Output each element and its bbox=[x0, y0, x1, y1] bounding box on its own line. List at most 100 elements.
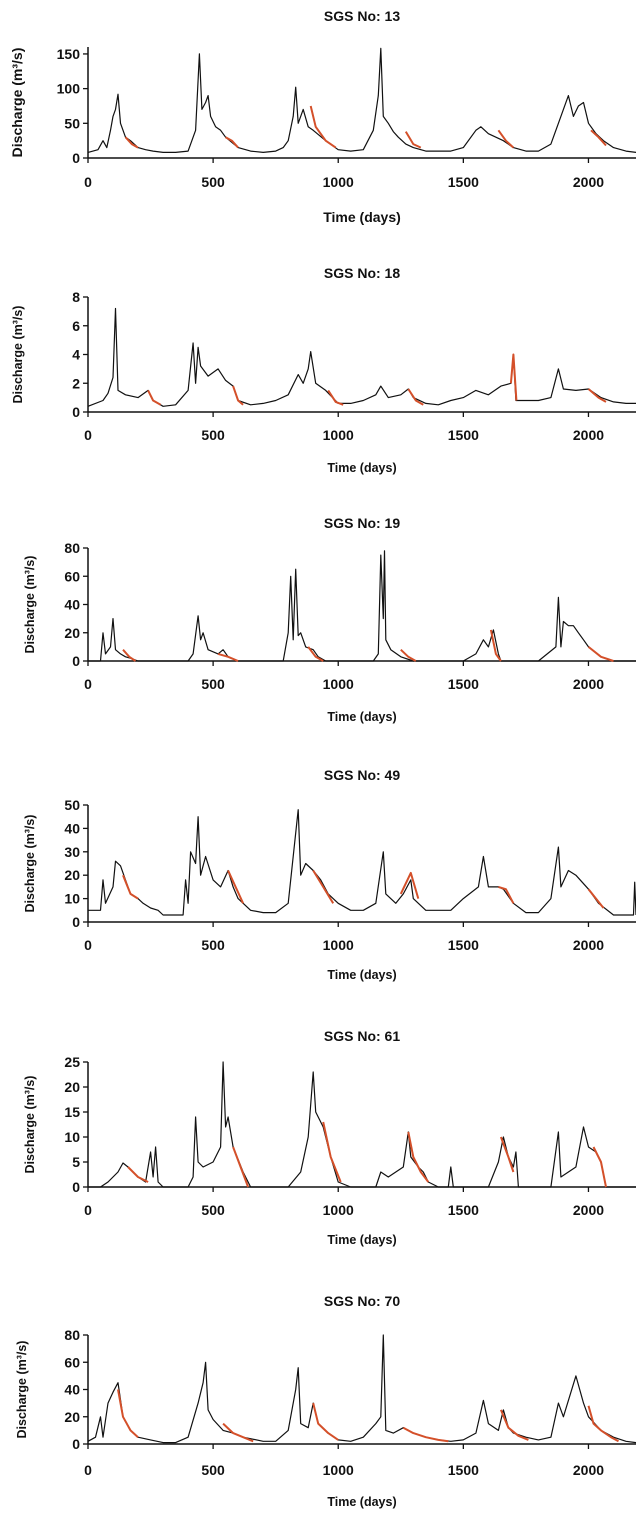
x-tick-label: 0 bbox=[84, 937, 92, 953]
observed-discharge-line bbox=[88, 1061, 636, 1188]
highlighted-recession-segment bbox=[227, 870, 245, 904]
highlighted-recession-segment bbox=[499, 1136, 515, 1173]
highlighted-recession-segment bbox=[147, 389, 162, 406]
x-tick-label: 2000 bbox=[573, 427, 604, 443]
x-tick-label: 1500 bbox=[448, 937, 479, 953]
highlighted-recession-segment bbox=[407, 1131, 430, 1183]
highlighted-recession-segment bbox=[399, 871, 420, 899]
y-tick-label: 10 bbox=[64, 891, 80, 907]
y-tick-label: 40 bbox=[64, 597, 80, 613]
highlighted-recession-segment bbox=[232, 385, 244, 406]
highlighted-recession-segment bbox=[400, 648, 417, 662]
y-tick-label: 6 bbox=[72, 318, 80, 334]
y-tick-label: 40 bbox=[64, 820, 80, 836]
x-tick-label: 500 bbox=[201, 427, 225, 443]
x-tick-label: 0 bbox=[84, 676, 92, 692]
highlighted-recession-segment bbox=[117, 1389, 139, 1438]
x-axis-label: Time (days) bbox=[327, 710, 396, 724]
highlighted-recession-segment bbox=[232, 1146, 250, 1188]
x-tick-label: 2000 bbox=[573, 937, 604, 953]
chart-5: SGS No: 61 0 5 10 15 20 25 0 500 1000 1500 2000 Time… bbox=[23, 1028, 636, 1247]
highlighted-recession-segment bbox=[225, 136, 239, 149]
y-tick-label: 40 bbox=[64, 1382, 80, 1398]
y-tick-label: 20 bbox=[64, 867, 80, 883]
y-tick-label: 5 bbox=[72, 1154, 80, 1170]
highlighted-recession-segment bbox=[124, 136, 139, 149]
y-tick-label: 2 bbox=[72, 375, 80, 391]
x-tick-label: 500 bbox=[201, 1462, 225, 1478]
observed-discharge-line bbox=[88, 809, 636, 916]
y-axis-label: Discharge (m³/s) bbox=[23, 556, 37, 654]
y-tick-label: 15 bbox=[64, 1104, 80, 1120]
chart-6: SGS No: 70 0 20 40 60 80 0 500 1000 1500 2000 Time … bbox=[15, 1293, 636, 1509]
highlighted-recession-segment bbox=[312, 1402, 339, 1441]
x-tick-label: 2000 bbox=[573, 676, 604, 692]
x-tick-label: 1000 bbox=[323, 1462, 354, 1478]
y-tick-label: 50 bbox=[64, 797, 80, 813]
chart-title: SGS No: 61 bbox=[324, 1028, 400, 1044]
y-tick-label: 0 bbox=[72, 914, 80, 930]
highlighted-recession-segment bbox=[322, 1121, 342, 1183]
highlighted-recession-segment bbox=[217, 652, 239, 662]
observed-discharge-line bbox=[87, 47, 636, 153]
highlighted-recession-segment bbox=[590, 129, 607, 147]
x-tick-label: 500 bbox=[201, 174, 225, 190]
y-tick-label: 100 bbox=[57, 81, 81, 97]
x-axis-label: Time (days) bbox=[327, 1495, 396, 1509]
y-tick-label: 4 bbox=[72, 347, 80, 363]
x-tick-label: 1500 bbox=[448, 1462, 479, 1478]
x-tick-label: 2000 bbox=[573, 1462, 604, 1478]
x-tick-label: 1000 bbox=[323, 174, 354, 190]
highlighted-recession-segment bbox=[587, 1405, 619, 1443]
y-tick-label: 0 bbox=[72, 1179, 80, 1195]
highlighted-recession-segment bbox=[498, 885, 515, 904]
x-axis-label: Time (days) bbox=[323, 209, 401, 225]
chart-title: SGS No: 70 bbox=[324, 1293, 400, 1309]
highlighted-recession-segment bbox=[587, 888, 605, 909]
chart-title: SGS No: 18 bbox=[324, 265, 400, 281]
x-axis-label: Time (days) bbox=[327, 1233, 396, 1247]
y-tick-label: 60 bbox=[64, 568, 80, 584]
y-axis-label: Discharge (m³/s) bbox=[23, 815, 37, 913]
y-tick-label: 25 bbox=[64, 1054, 80, 1070]
y-tick-label: 30 bbox=[64, 844, 80, 860]
y-tick-label: 50 bbox=[64, 115, 80, 131]
y-tick-label: 10 bbox=[64, 1129, 80, 1145]
highlighted-recession-segment bbox=[122, 874, 139, 900]
x-tick-label: 0 bbox=[84, 1202, 92, 1218]
x-tick-label: 1000 bbox=[323, 937, 354, 953]
x-axis-label: Time (days) bbox=[327, 968, 396, 982]
highlighted-recession-segment bbox=[497, 129, 515, 149]
y-tick-label: 8 bbox=[72, 289, 80, 305]
chart-title: SGS No: 49 bbox=[324, 767, 400, 783]
chart-title: SGS No: 13 bbox=[324, 8, 400, 24]
chart-3: SGS No: 19 0 20 40 60 80 0 500 1000 1500 2000 Time … bbox=[23, 515, 636, 724]
x-tick-label: 1500 bbox=[448, 1202, 479, 1218]
highlighted-recession-segment bbox=[122, 649, 137, 662]
y-tick-label: 20 bbox=[64, 1409, 80, 1425]
highlighted-recession-segment bbox=[587, 646, 614, 662]
x-tick-label: 1000 bbox=[323, 676, 354, 692]
y-tick-label: 0 bbox=[72, 404, 80, 420]
highlighted-recession-segment bbox=[327, 389, 344, 406]
x-tick-label: 0 bbox=[84, 174, 92, 190]
y-axis-label: Discharge (m³/s) bbox=[23, 1076, 37, 1174]
x-tick-label: 2000 bbox=[573, 1202, 604, 1218]
x-tick-label: 500 bbox=[201, 676, 225, 692]
x-tick-label: 1000 bbox=[323, 1202, 354, 1218]
highlighted-recession-segment bbox=[499, 1409, 529, 1441]
highlighted-recession-segment bbox=[587, 388, 607, 403]
x-tick-label: 1500 bbox=[448, 676, 479, 692]
x-tick-label: 500 bbox=[201, 937, 225, 953]
y-tick-label: 80 bbox=[64, 1327, 80, 1343]
observed-discharge-line bbox=[87, 307, 636, 407]
highlighted-recession-segment bbox=[312, 869, 335, 904]
chart-title: SGS No: 19 bbox=[324, 515, 400, 531]
y-tick-label: 20 bbox=[64, 1079, 80, 1095]
highlighted-recession-segment bbox=[402, 1426, 449, 1443]
y-tick-label: 0 bbox=[72, 150, 80, 166]
observed-discharge-line bbox=[87, 1334, 636, 1444]
x-tick-label: 0 bbox=[84, 1462, 92, 1478]
